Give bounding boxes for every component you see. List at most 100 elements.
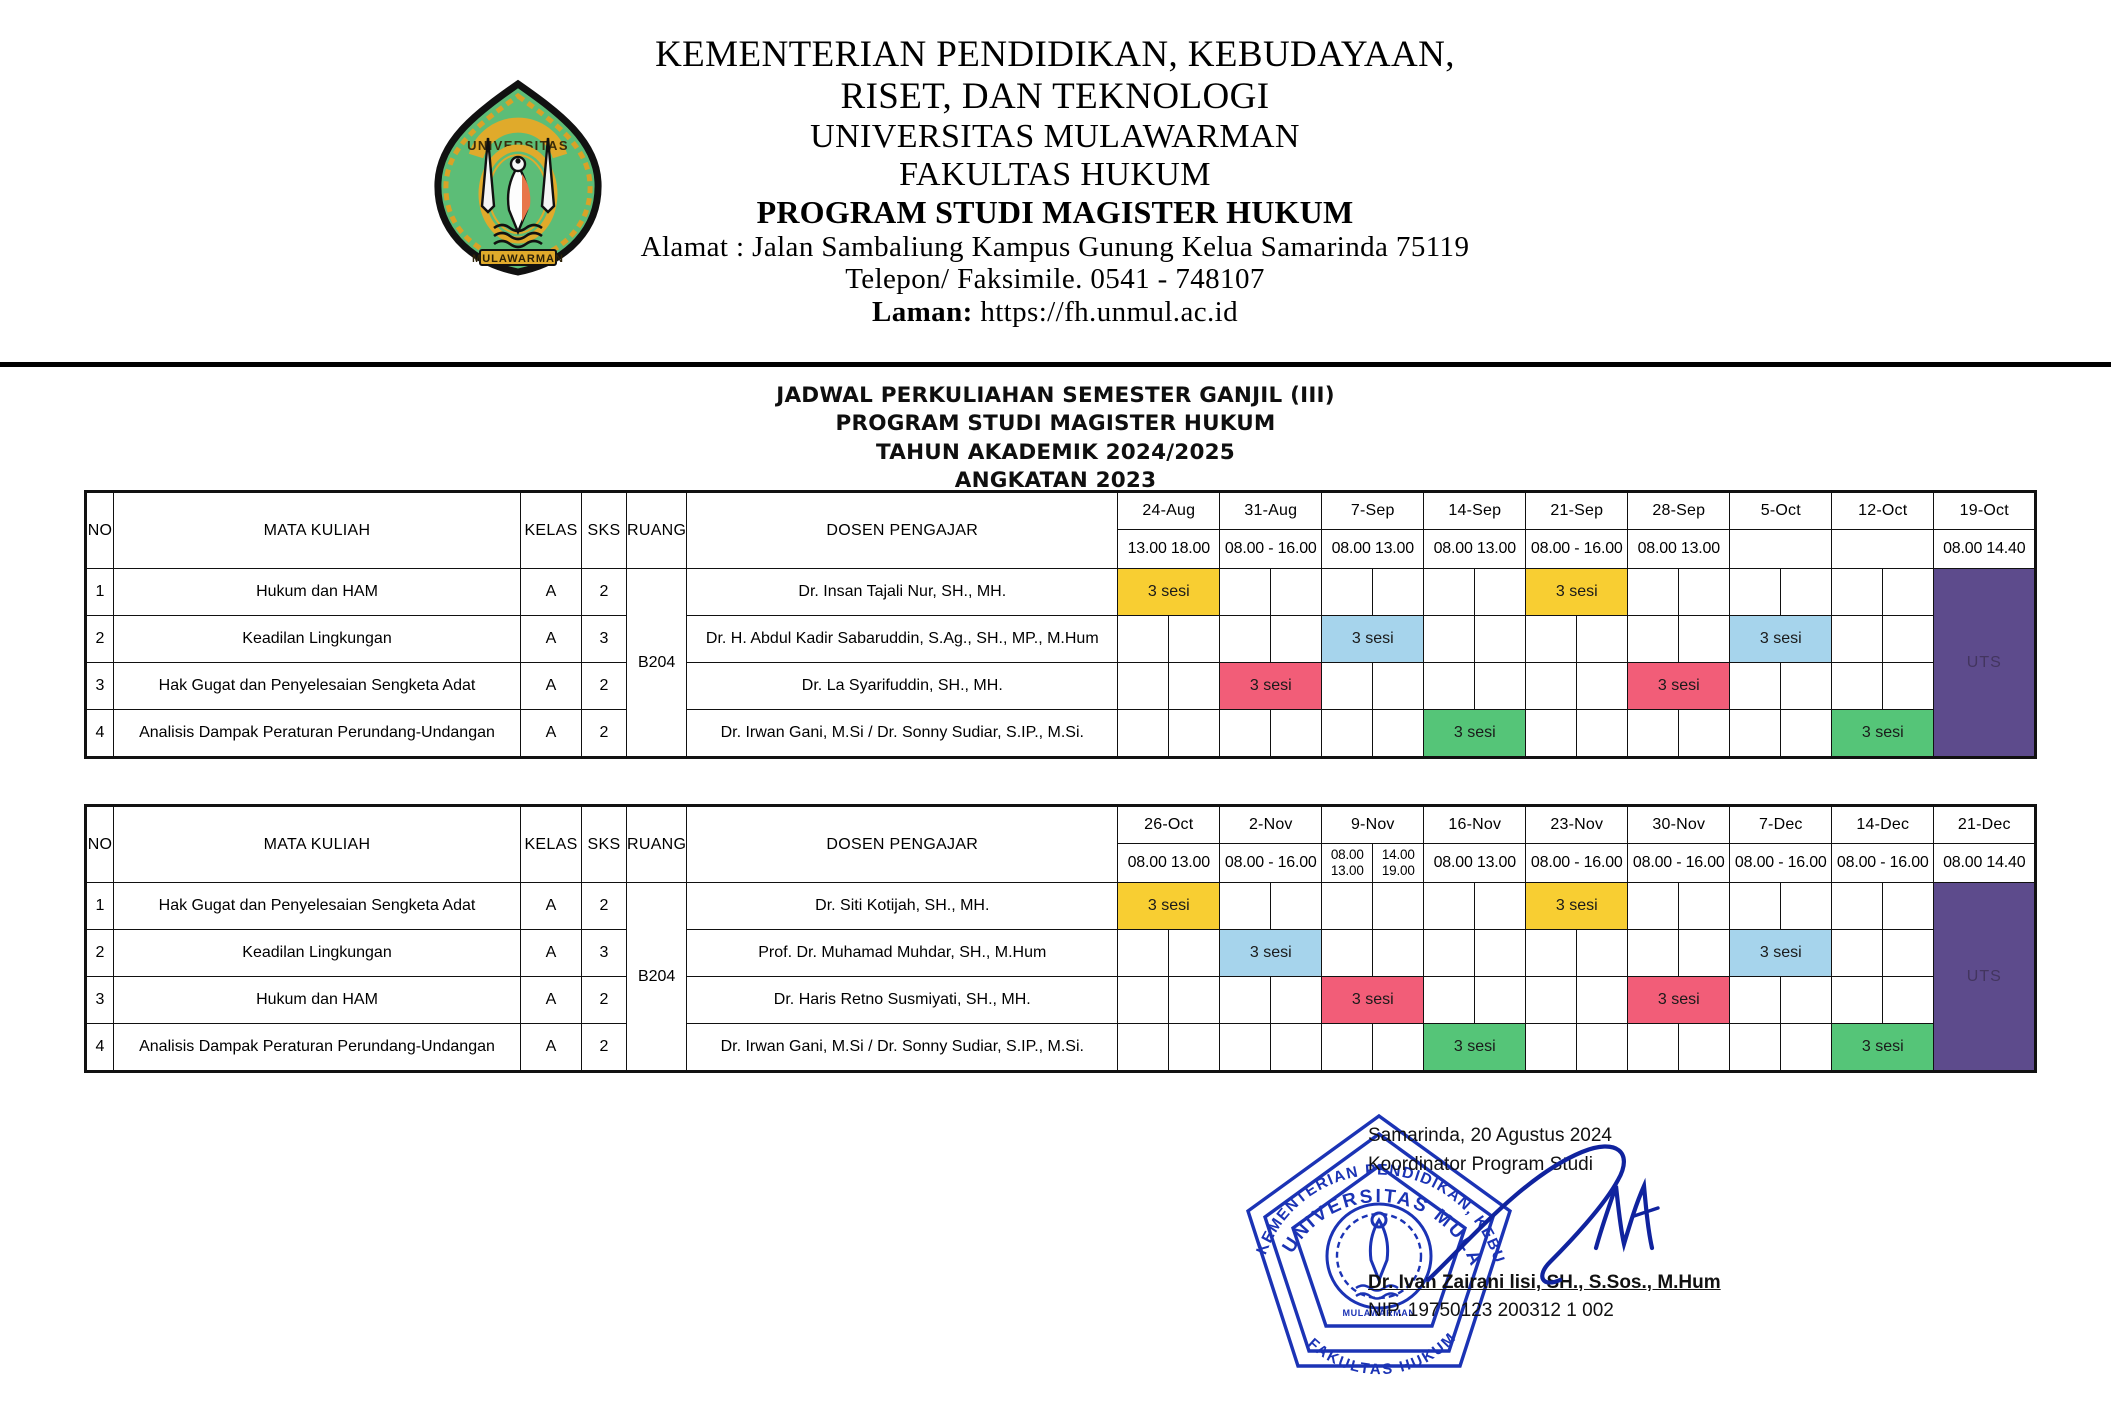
col-header-sks: SKS	[581, 806, 627, 883]
cell-dosen: Prof. Dr. Muhamad Muhdar, SH., M.Hum	[686, 929, 1119, 977]
session-cell-empty	[1423, 976, 1476, 1024]
session-cell-filled: 3 sesi	[1321, 976, 1425, 1024]
cell-sks: 3	[581, 615, 627, 663]
session-cell-empty	[1627, 615, 1680, 663]
col-header-kelas: KELAS	[520, 806, 582, 883]
session-cell-empty	[1117, 615, 1170, 663]
session-cell-empty	[1882, 615, 1935, 663]
session-cell-empty	[1474, 615, 1527, 663]
cell-kelas: A	[520, 568, 582, 616]
session-cell-empty	[1168, 1023, 1221, 1071]
session-cell-empty	[1831, 929, 1884, 977]
cell-kelas: A	[520, 976, 582, 1024]
time-header-21-sep: 08.00 - 16.00	[1525, 529, 1629, 569]
session-cell-empty	[1219, 568, 1272, 616]
cell-ruang: B204	[625, 568, 688, 757]
signature-position: Koordinator Program Studi	[1368, 1153, 1593, 1175]
session-cell-empty	[1423, 615, 1476, 663]
doc-title-line-2: PROGRAM STUDI MAGISTER HUKUM	[835, 411, 1276, 437]
session-cell-empty	[1831, 662, 1884, 710]
session-cell-empty	[1219, 615, 1272, 663]
session-cell-empty	[1372, 882, 1425, 930]
session-cell-empty	[1525, 929, 1578, 977]
session-cell-empty	[1372, 662, 1425, 710]
svg-text:FAKULTAS HUKUM: FAKULTAS HUKUM	[1304, 1329, 1460, 1379]
session-cell-empty	[1321, 1023, 1374, 1071]
session-cell-empty	[1321, 929, 1374, 977]
session-cell-empty	[1372, 568, 1425, 616]
session-cell-empty	[1117, 662, 1170, 710]
date-header-19-oct: 19-Oct	[1933, 492, 2036, 530]
cell-no: 4	[86, 1023, 114, 1071]
website-url: https://fh.unmul.ac.id	[980, 296, 1239, 329]
session-cell-empty	[1474, 568, 1527, 616]
svg-text:MULAWARMAN: MULAWARMAN	[1343, 1308, 1416, 1318]
session-cell-empty	[1474, 882, 1527, 930]
document-title: JADWAL PERKULIAHAN SEMESTER GANJIL (III)…	[0, 382, 2111, 496]
time-header-21-dec: 08.00 14.40	[1933, 843, 2036, 883]
session-cell-empty	[1219, 976, 1272, 1024]
phone-line: Telepon/ Faksimile. 0541 - 748107	[845, 263, 1265, 296]
table-row: 3 Hukum dan HAM A 2 Dr. Haris Retno Susmiyat…	[86, 976, 2035, 1024]
date-header-28-sep: 28-Sep	[1627, 492, 1731, 530]
session-cell-empty	[1882, 882, 1935, 930]
time-header-12-oct	[1831, 529, 1935, 569]
time-header-28-sep: 08.00 13.00	[1627, 529, 1731, 569]
col-header-mata-kuliah: MATA KULIAH	[113, 492, 521, 569]
session-cell-empty	[1780, 568, 1833, 616]
cell-kelas: A	[520, 882, 582, 930]
cell-no: 3	[86, 662, 114, 710]
session-cell-empty	[1678, 709, 1731, 757]
session-cell-empty	[1627, 709, 1680, 757]
date-header-7-sep: 7-Sep	[1321, 492, 1425, 530]
cell-dosen: Dr. Irwan Gani, M.Si / Dr. Sonny Sudiar,…	[686, 1023, 1119, 1071]
signature-place-date: Samarinda, 20 Agustus 2024	[1368, 1125, 1613, 1146]
table-row: 1 Hukum dan HAM A 2 B204 Dr. Insan Tajali Nur…	[86, 568, 2036, 757]
cell-sks: 2	[581, 1023, 627, 1071]
official-stamp: KEMENTERIAN PENDIDIKAN, KEBUDAYAAN, RISE…	[1224, 1092, 1524, 1398]
time-header-23-nov: 08.00 - 16.00	[1525, 843, 1629, 883]
session-cell-empty	[1423, 662, 1476, 710]
table-row: 4 Analisis Dampak Peraturan Perundang-Und…	[86, 709, 2035, 757]
cell-no: 4	[86, 709, 114, 757]
session-cell-empty	[1168, 709, 1221, 757]
session-cell-empty	[1729, 709, 1782, 757]
cell-sks: 2	[581, 709, 627, 757]
cell-mata-kuliah: Analisis Dampak Peraturan Perundang-Unda…	[113, 709, 521, 757]
ministry-line-1: KEMENTERIAN PENDIDIKAN, KEBUDAYAAN,	[655, 34, 1455, 75]
session-cell-filled: 3 sesi	[1627, 976, 1731, 1024]
session-cell-empty	[1423, 882, 1476, 930]
cell-dosen: Dr. H. Abdul Kadir Sabaruddin, S.Ag., SH…	[686, 615, 1119, 663]
session-cell-empty	[1423, 568, 1476, 616]
session-cell-empty	[1372, 709, 1425, 757]
session-cell-empty	[1525, 1023, 1578, 1071]
table-row: 2 Keadilan Lingkungan A 3 Prof. Dr. Muhamad …	[86, 929, 2035, 977]
date-header-23-nov: 23-Nov	[1525, 806, 1629, 844]
date-header-24-aug: 24-Aug	[1117, 492, 1221, 530]
col-header-dosen: DOSEN PENGAJAR	[686, 492, 1119, 569]
time-header-19-oct: 08.00 14.40	[1933, 529, 2036, 569]
session-cell-empty	[1576, 709, 1629, 757]
session-cell-filled: 3 sesi	[1729, 615, 1833, 663]
time-header-7-sep: 08.00 13.00	[1321, 529, 1425, 569]
date-header-31-aug: 31-Aug	[1219, 492, 1323, 530]
date-header-5-oct: 5-Oct	[1729, 492, 1833, 530]
cell-sks: 2	[581, 976, 627, 1024]
date-header-7-dec: 7-Dec	[1729, 806, 1833, 844]
cell-dosen: Dr. La Syarifuddin, SH., MH.	[686, 662, 1119, 710]
table-row: 4 Analisis Dampak Peraturan Perundang-Und…	[86, 1023, 2035, 1071]
session-cell-empty	[1882, 976, 1935, 1024]
session-cell-empty	[1729, 976, 1782, 1024]
session-cell-empty	[1627, 1023, 1680, 1071]
session-cell-empty	[1321, 882, 1374, 930]
table-row: 3 Hak Gugat dan Penyelesaian Sengketa Ada…	[86, 662, 2035, 710]
date-header-26-oct: 26-Oct	[1117, 806, 1221, 844]
cell-no: 2	[86, 929, 114, 977]
session-cell-empty	[1780, 882, 1833, 930]
session-cell-empty	[1780, 976, 1833, 1024]
table-row: 2 Keadilan Lingkungan A 3 Dr. H. Abdul Kadir…	[86, 615, 2035, 663]
session-cell-empty	[1678, 615, 1731, 663]
address-line: Alamat : Jalan Sambaliung Kampus Gunung …	[640, 230, 1470, 263]
session-cell-empty	[1780, 662, 1833, 710]
session-cell-empty	[1321, 709, 1374, 757]
